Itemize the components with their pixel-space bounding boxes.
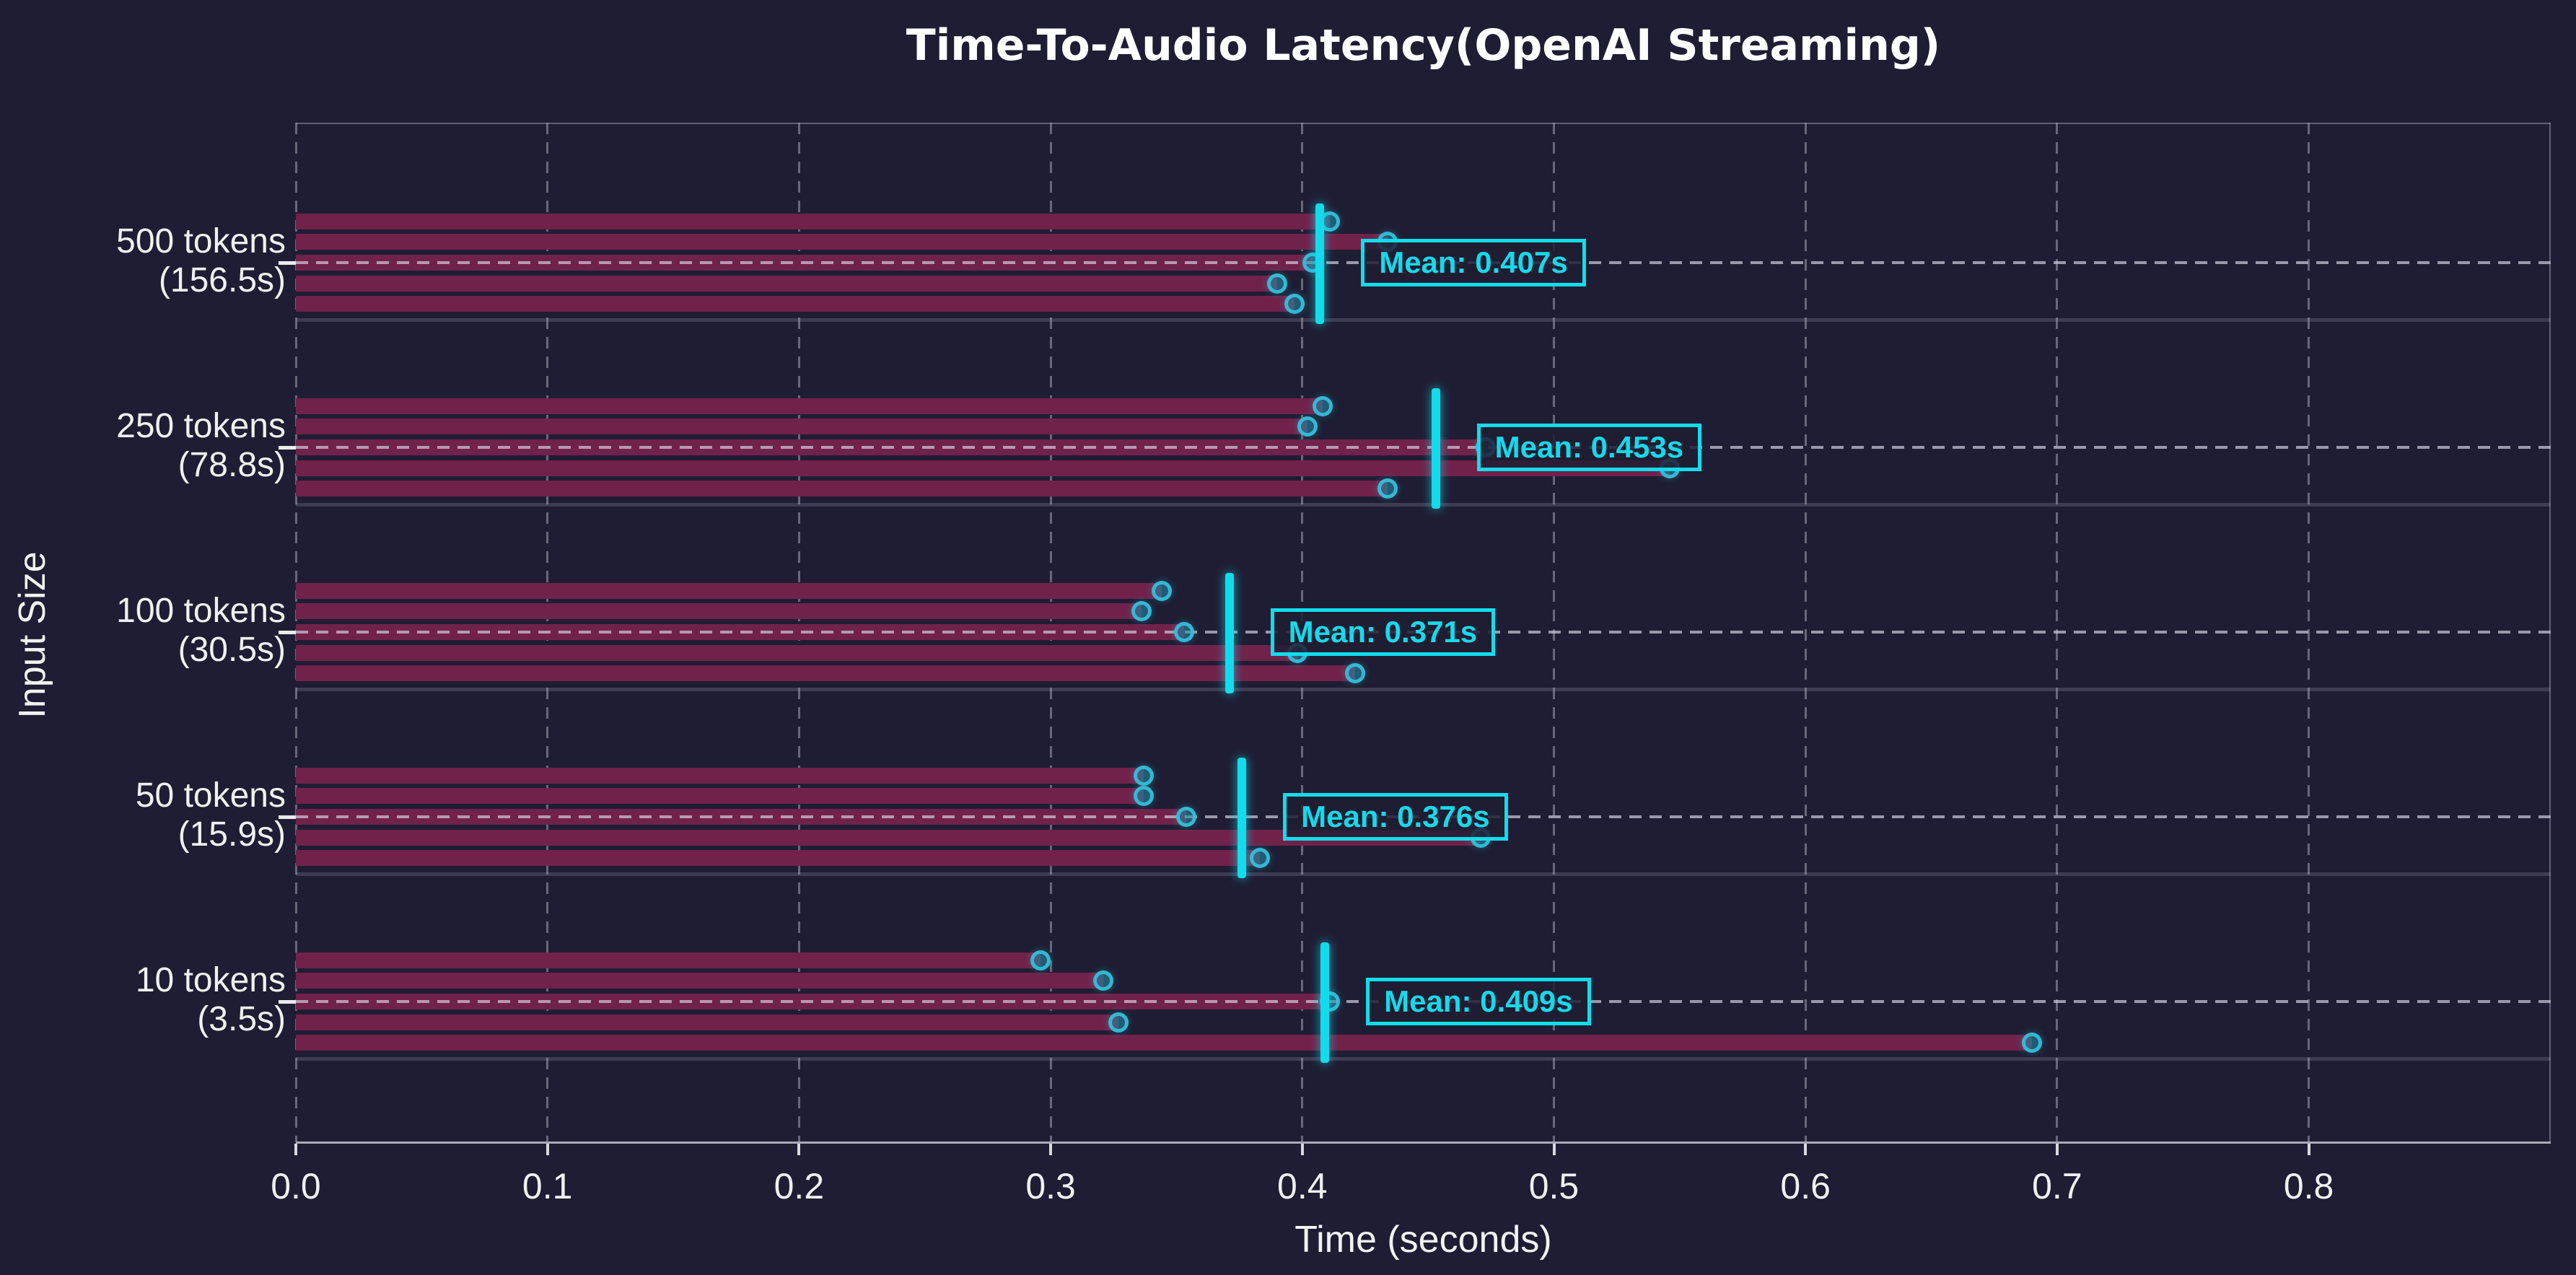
y-tick-label-line2: (156.5s) xyxy=(158,261,286,299)
y-tick-mark xyxy=(279,446,296,450)
x-tick-label: 0.4 xyxy=(1277,1166,1328,1206)
y-tick-label-line1: 10 tokens xyxy=(135,961,286,999)
run-dot xyxy=(1284,294,1305,315)
mean-label: Mean: 0.409s xyxy=(1366,978,1591,1025)
run-bar xyxy=(296,788,1144,805)
y-tick-label: 500 tokens (156.5s) xyxy=(26,222,286,300)
y-tick-mark xyxy=(279,631,296,634)
x-tick-label: 0.7 xyxy=(2032,1166,2082,1206)
plot-area: Mean: 0.407s Mean: 0.453s Mean: 0.371s Mean… xyxy=(294,123,2551,1144)
run-bar xyxy=(296,1035,2033,1051)
run-bar xyxy=(296,952,1041,968)
x-axis-label: Time (seconds) xyxy=(1294,1219,1552,1261)
y-tick-label: 10 tokens (3.5s) xyxy=(26,961,286,1039)
run-bar xyxy=(296,398,1323,414)
y-tick-label: 50 tokens (15.9s) xyxy=(26,776,286,854)
run-dot xyxy=(1108,1012,1129,1033)
run-dot xyxy=(1134,786,1155,807)
run-dot xyxy=(1249,848,1270,869)
run-dot xyxy=(1093,971,1114,991)
chart-title: Time-To-Audio Latency(OpenAI Streaming) xyxy=(906,20,1941,71)
run-dot xyxy=(1030,950,1051,971)
run-bar xyxy=(296,419,1307,435)
x-tick-label: 0.2 xyxy=(774,1166,825,1206)
mean-line xyxy=(1315,203,1325,324)
x-tick-label: 0.1 xyxy=(522,1166,573,1206)
mean-label: Mean: 0.453s xyxy=(1476,424,1702,471)
run-dot xyxy=(1297,416,1318,437)
run-bar xyxy=(296,644,1297,661)
mean-line xyxy=(1225,573,1234,693)
mean-label: Mean: 0.407s xyxy=(1361,239,1586,286)
run-dot xyxy=(1345,663,1366,684)
mean-line xyxy=(1431,388,1440,509)
run-bar xyxy=(296,850,1260,867)
x-tick-label: 0.5 xyxy=(1528,1166,1580,1206)
run-dot xyxy=(1266,273,1287,294)
group-separator-line xyxy=(296,318,2551,322)
group-separator-line xyxy=(296,688,2551,691)
x-tick-mark xyxy=(546,1144,549,1155)
run-bar xyxy=(296,296,1295,312)
y-tick-label-line2: (30.5s) xyxy=(178,631,286,669)
y-tick-label-line1: 100 tokens xyxy=(116,592,286,630)
x-tick-label: 0.0 xyxy=(271,1166,321,1206)
run-bar xyxy=(296,234,1388,250)
y-tick-mark xyxy=(279,261,296,265)
x-tick-label: 0.6 xyxy=(1780,1166,1831,1206)
run-bar xyxy=(296,213,1331,229)
y-tick-label-line1: 500 tokens xyxy=(116,222,286,260)
run-dot xyxy=(1312,395,1333,416)
x-tick-mark xyxy=(1552,1144,1556,1155)
mean-line xyxy=(1320,942,1330,1063)
run-bar xyxy=(296,275,1277,292)
x-tick-mark xyxy=(1049,1144,1053,1155)
category-center-line xyxy=(296,446,2551,449)
y-tick-label-line1: 50 tokens xyxy=(135,776,286,815)
group-separator-line xyxy=(296,872,2551,876)
group-separator-line xyxy=(296,503,2551,507)
run-dot xyxy=(1176,807,1197,827)
mean-label: Mean: 0.376s xyxy=(1283,793,1508,841)
y-tick-label-line2: (78.8s) xyxy=(178,446,286,484)
mean-label: Mean: 0.371s xyxy=(1270,608,1496,656)
group-separator-line xyxy=(296,1057,2551,1061)
y-tick-label: 250 tokens (78.8s) xyxy=(26,407,286,485)
run-bar xyxy=(296,603,1142,620)
run-dot xyxy=(1151,580,1172,601)
x-tick-mark xyxy=(1804,1144,1808,1155)
run-bar xyxy=(296,582,1162,599)
x-tick-mark xyxy=(1300,1144,1304,1155)
run-bar xyxy=(296,665,1356,682)
run-bar xyxy=(296,481,1388,497)
run-bar xyxy=(296,767,1144,784)
y-tick-label-line1: 250 tokens xyxy=(116,407,286,445)
y-tick-mark xyxy=(279,1000,296,1004)
run-dot xyxy=(1134,765,1155,786)
run-bar xyxy=(296,460,1670,476)
run-dot xyxy=(1173,622,1194,642)
run-bar xyxy=(296,973,1104,989)
plot-top-spine xyxy=(296,123,2551,124)
run-dot xyxy=(1131,601,1152,622)
x-tick-mark xyxy=(797,1144,801,1155)
y-tick-mark xyxy=(279,815,296,819)
mean-line xyxy=(1237,758,1247,878)
y-tick-label-line2: (15.9s) xyxy=(178,815,286,854)
run-dot xyxy=(1377,478,1398,499)
run-bar xyxy=(296,1014,1119,1030)
x-tick-mark xyxy=(294,1144,297,1155)
x-axis-line xyxy=(296,1142,2551,1144)
run-dot xyxy=(2022,1033,2043,1053)
y-tick-label-line2: (3.5s) xyxy=(197,1000,286,1038)
y-tick-label: 100 tokens (30.5s) xyxy=(26,592,286,670)
x-tick-mark xyxy=(2307,1144,2310,1155)
x-tick-mark xyxy=(2055,1144,2059,1155)
x-tick-label: 0.8 xyxy=(2283,1166,2334,1206)
run-bar xyxy=(296,829,1481,846)
x-tick-label: 0.3 xyxy=(1025,1166,1076,1206)
